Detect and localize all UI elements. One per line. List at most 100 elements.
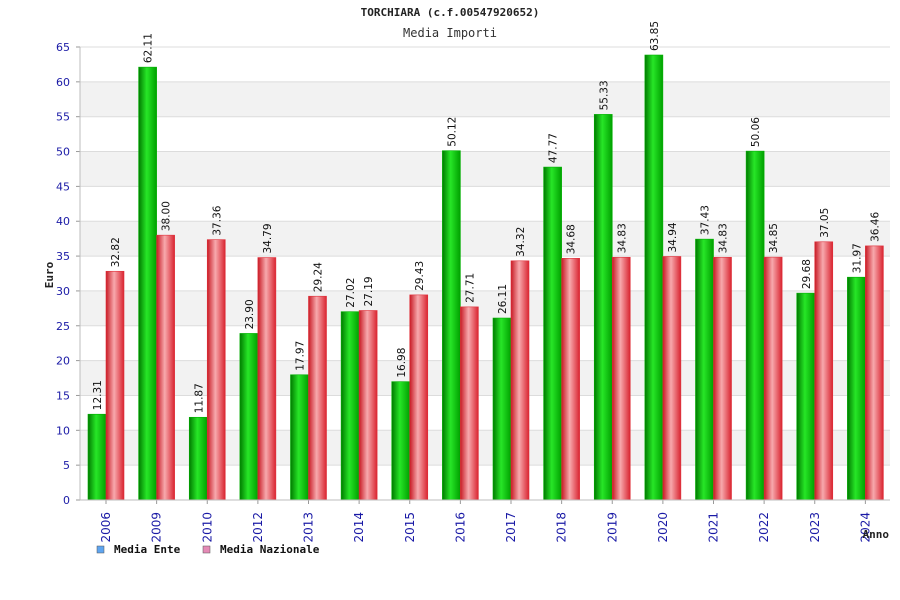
bar-value-label: 34.32 [515,227,527,257]
bar-value-label: 26.11 [497,284,509,314]
x-tick-label: 2019 [605,512,619,543]
bar-media-nazionale [713,256,732,501]
bar-value-label: 29.24 [313,262,325,292]
x-tick-label: 2012 [251,512,265,543]
x-tick-label: 2010 [200,512,214,543]
bar-media-nazionale [156,234,175,501]
legend: Media Ente Media Nazionale [96,543,320,556]
bar-media-nazionale [105,270,125,501]
bar-value-label: 38.00 [161,201,173,231]
y-tick-label: 0 [63,494,70,507]
bar-media-ente [391,381,411,501]
bar-value-label: 47.77 [548,133,560,163]
bar-value-label: 34.79 [262,223,274,253]
y-tick-label: 55 [56,111,70,124]
bar-value-label: 63.85 [649,21,661,51]
bar-value-label: 27.02 [345,278,357,308]
grid-band [80,151,890,187]
legend-label-media-ente: Media Ente [114,543,181,556]
bar-value-label: 34.68 [566,224,578,254]
bar-media-ente [340,311,360,501]
bar-value-label: 27.19 [363,276,375,306]
x-tick-label: 2016 [453,512,467,543]
bar-media-ente [745,150,765,501]
bars [87,54,884,501]
bar-media-ente [796,292,816,501]
bar-media-ente [239,333,259,501]
bar-media-ente [644,54,664,501]
x-axis-label: Anno [863,528,890,541]
grid-band [80,81,890,117]
bar-media-nazionale [611,256,631,501]
bar-media-nazionale [460,306,479,501]
bar-media-nazionale [510,260,530,501]
y-tick-label: 60 [56,76,70,89]
bar-value-label: 37.43 [700,205,712,235]
x-tick-label: 2018 [555,512,569,543]
bar-media-nazionale [865,245,884,501]
chart-subtitle: Media Importi [403,26,497,40]
bar-media-ente [188,416,208,501]
legend-label-media-nazionale: Media Nazionale [220,543,320,556]
bar-value-label: 34.85 [768,223,780,253]
bar-media-ente [593,114,613,501]
bar-value-label: 29.43 [414,261,426,291]
bar-value-label: 16.98 [396,348,408,378]
x-tick-label: 2023 [808,512,822,543]
bar-media-nazionale [308,295,327,501]
y-tick-label: 30 [56,285,70,298]
bar-value-label: 31.97 [851,243,863,273]
bar-media-ente [442,150,461,501]
bar-media-ente [543,166,562,501]
y-axis-label: Euro [43,261,56,288]
x-tick-label: 2021 [707,512,721,543]
bar-value-label: 23.90 [244,299,256,329]
y-tick-label: 50 [56,146,70,159]
x-tick-label: 2022 [757,512,771,543]
x-tick-label: 2009 [150,512,164,543]
bar-value-label: 32.82 [110,237,122,267]
bar-value-label: 55.33 [598,80,610,110]
bar-media-ente [847,276,866,501]
y-tick-label: 20 [56,355,70,368]
x-tick-label: 2017 [504,512,518,543]
bar-value-label: 12.31 [92,380,104,410]
y-tick-label: 45 [56,180,70,193]
bar-value-label: 62.11 [143,33,155,63]
bar-media-nazionale [763,256,783,501]
bar-media-ente [138,66,157,501]
y-tick-label: 65 [56,41,70,54]
x-tick-label: 2024 [858,512,872,543]
bar-media-nazionale [358,310,378,501]
bar-media-nazionale [814,241,834,501]
y-tick-label: 40 [56,215,70,228]
bar-value-label: 34.83 [616,223,628,253]
bar-value-label: 29.68 [801,259,813,289]
bar-media-ente [290,374,309,501]
y-tick-label: 5 [63,459,70,472]
legend-swatch-media-nazionale [202,545,211,554]
value-labels: 12.31 32.82 62.11 38.00 11.87 37.36 23.90 34.79… [92,21,881,413]
x-tick-label: 2014 [352,512,366,543]
bar-value-label: 34.83 [718,223,730,253]
y-tick-label: 15 [56,389,70,402]
bar-media-nazionale [662,256,682,501]
bar-value-label: 37.05 [819,208,831,238]
y-tick-label: 35 [56,250,70,263]
y-axis-ticks: 0 5 10 15 20 25 30 35 40 45 50 55 60 65 [56,41,80,507]
bar-media-ente [695,238,714,501]
bar-value-label: 17.97 [295,341,307,371]
bar-value-label: 11.87 [193,383,205,413]
bar-media-ente [492,317,512,501]
bar-value-label: 34.94 [667,222,679,252]
bar-media-ente [87,413,107,501]
y-tick-label: 25 [56,320,70,333]
x-axis-ticks: 2006 2009 2010 2012 2013 2014 2015 2016 2017 2018… [99,500,872,543]
bar-value-label: 50.06 [750,117,762,147]
legend-swatch-media-ente [96,545,105,554]
y-tick-label: 10 [56,424,70,437]
bar-value-label: 37.36 [211,205,223,235]
bar-media-nazionale [206,239,226,501]
bar-value-label: 36.46 [869,212,881,242]
